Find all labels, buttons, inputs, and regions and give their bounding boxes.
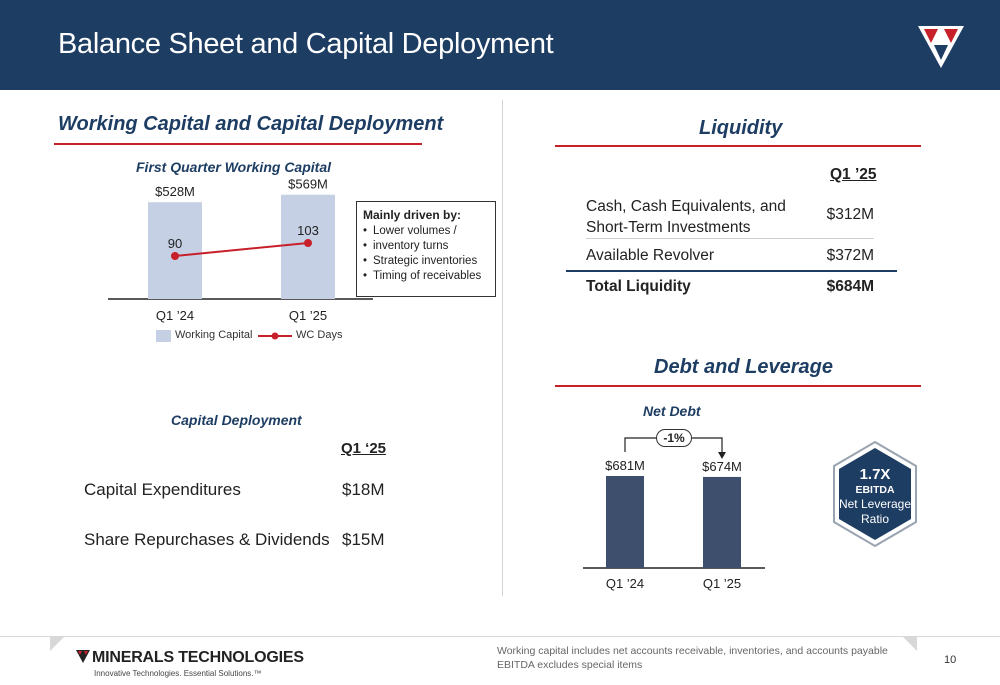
- wc-days-point: [171, 252, 179, 260]
- capital-deployment-title: Capital Deployment: [171, 412, 302, 428]
- mti-small-logo-icon: [76, 650, 90, 663]
- footer-rule: [0, 636, 1000, 637]
- net-debt-bar-label: $674M: [702, 459, 742, 474]
- callout-bullet: Lower volumes /: [363, 224, 489, 239]
- header-bar: Balance Sheet and Capital Deployment: [0, 0, 1000, 90]
- wc-bar-label: $569M: [288, 177, 328, 192]
- footnote-ebitda: EBITDA excludes special items: [497, 659, 643, 671]
- net-debt-bar: [606, 475, 644, 568]
- leverage-line3: Ratio: [860, 512, 889, 526]
- footnote-working-capital: Working capital includes net accounts re…: [497, 645, 888, 657]
- leverage-line1: EBITDA: [855, 484, 895, 496]
- liquidity-total-rule: [566, 270, 897, 272]
- net-debt-chart-title: Net Debt: [643, 403, 701, 419]
- page-number: 10: [944, 654, 957, 666]
- debt-section-title: Debt and Leverage: [654, 356, 833, 378]
- cash-label-line1: Cash, Cash Equivalents, and: [586, 198, 786, 215]
- callout-bullet-continued: inventory turns: [363, 239, 489, 254]
- net-debt-change-badge: -1%: [656, 429, 692, 447]
- liquidity-section-title: Liquidity: [699, 117, 783, 139]
- repurchases-value: $15M: [342, 530, 385, 549]
- leverage-hexagon-icon: [833, 440, 917, 548]
- net-debt-category-label: Q1 ’25: [703, 576, 741, 591]
- debt-underline: [555, 385, 921, 387]
- brand-name: MINERALS TECHNOLOGIES: [92, 649, 304, 666]
- wc-days-line: [174, 242, 309, 257]
- callout-bullet: Timing of receivables: [363, 269, 489, 284]
- capex-label: Capital Expenditures: [84, 480, 241, 499]
- revolver-label: Available Revolver: [586, 247, 715, 264]
- leverage-value: 1.7X: [859, 466, 891, 483]
- liquidity-column-header: Q1 ’25: [830, 166, 877, 183]
- net-debt-bar: [703, 476, 741, 568]
- page-title: Balance Sheet and Capital Deployment: [58, 28, 554, 60]
- drivers-callout: Mainly driven by: Lower volumes / invent…: [356, 201, 496, 297]
- change-arrow-icon: [718, 452, 726, 459]
- legend-swatch-working-capital: [156, 330, 171, 342]
- total-liquidity-value: $684M: [826, 278, 874, 295]
- footer-left-corner: [50, 637, 64, 651]
- cash-value: $312M: [826, 206, 874, 223]
- mti-logo-icon: [918, 26, 964, 68]
- section-underline: [54, 143, 422, 145]
- leverage-ratio-text: 1.7X EBITDA Net Leverage Ratio: [832, 466, 918, 527]
- legend-label-wc-days: WC Days: [296, 329, 343, 341]
- callout-title: Mainly driven by:: [363, 208, 462, 222]
- brand-tagline: Innovative Technologies. Essential Solut…: [94, 669, 262, 678]
- cash-label-line2: Short-Term Investments: [586, 219, 751, 236]
- revolver-value: $372M: [826, 247, 874, 264]
- callout-bullet: Strategic inventories: [363, 254, 489, 269]
- working-capital-section-title: Working Capital and Capital Deployment: [58, 113, 444, 135]
- footer-right-corner: [903, 637, 917, 651]
- legend-label-working-capital: Working Capital: [175, 329, 253, 341]
- total-liquidity-label: Total Liquidity: [586, 278, 691, 295]
- net-debt-category-label: Q1 ’24: [606, 576, 644, 591]
- wc-days-label: 103: [297, 223, 319, 238]
- wc-bar-label: $528M: [155, 184, 195, 199]
- working-capital-chart-title: First Quarter Working Capital: [136, 159, 331, 175]
- vertical-divider: [502, 100, 503, 596]
- leverage-line2: Net Leverage: [838, 497, 912, 511]
- capital-deployment-column-header: Q1 ‘25: [341, 440, 387, 457]
- net-debt-bar-label: $681M: [605, 458, 645, 473]
- wc-days-label: 90: [168, 236, 182, 251]
- wc-bar: [148, 202, 202, 299]
- wc-bar: [281, 194, 335, 299]
- liquidity-underline: [555, 145, 921, 147]
- liquidity-row-divider: [586, 238, 874, 239]
- wc-days-point: [304, 239, 312, 247]
- wc-category-label: Q1 ’25: [289, 308, 327, 323]
- capex-value: $18M: [342, 480, 385, 499]
- legend-line-wc-days-icon: [258, 332, 292, 340]
- repurchases-label: Share Repurchases & Dividends: [84, 530, 330, 549]
- wc-category-label: Q1 ’24: [156, 308, 194, 323]
- callout-list: Lower volumes / inventory turns Strategi…: [363, 224, 489, 284]
- cash-label: Cash, Cash Equivalents, and Short-Term I…: [586, 196, 786, 238]
